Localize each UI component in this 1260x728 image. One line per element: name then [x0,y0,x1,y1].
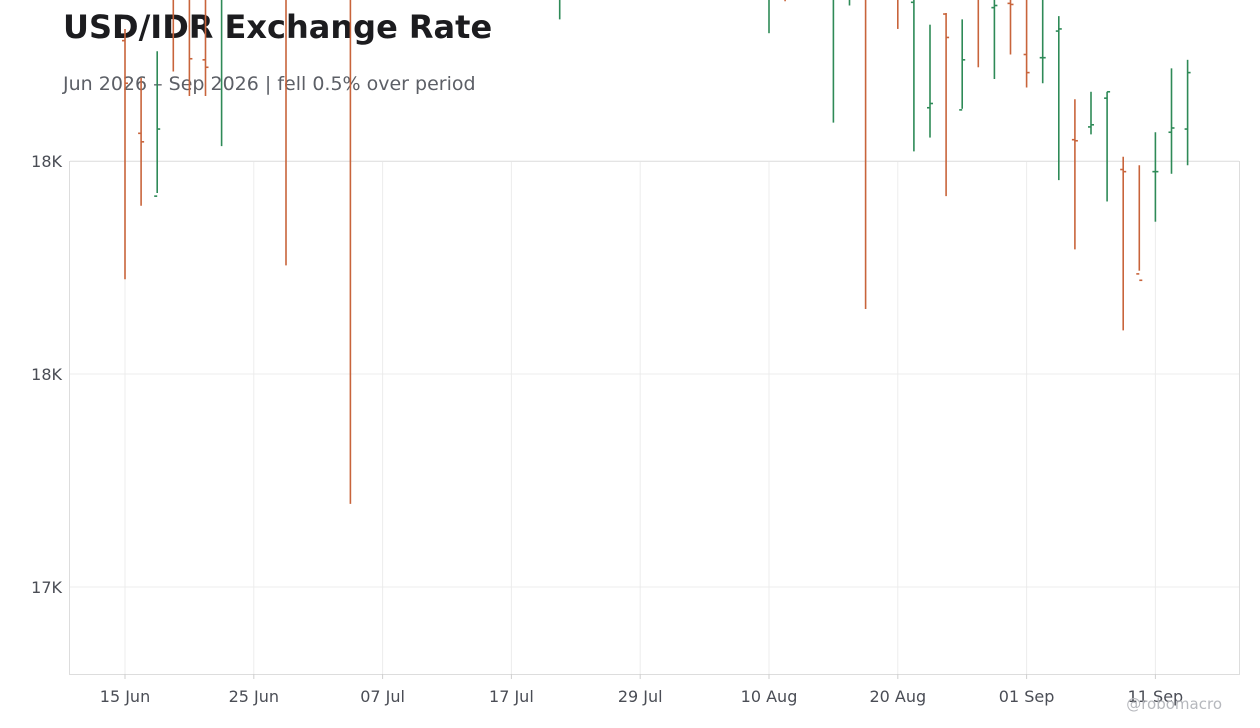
x-tick-label: 10 Aug [741,687,798,706]
ohlc-bar [977,0,980,68]
ohlc-bar [832,0,835,123]
ohlc-bar [154,51,161,197]
plot-frame [69,161,1240,675]
ohlc-bar [910,0,915,152]
chart-title: USD/IDR Exchange Rate [63,8,493,46]
x-tick-label: 29 Jul [618,687,663,706]
ohlc-bar [927,24,933,138]
ohlc-bar [1104,90,1111,202]
ohlc-bar [202,0,209,97]
ohlc-bar [991,0,998,79]
ohlc-bar [768,0,770,34]
y-axis-labels: 17K18K18K18K18K [31,152,62,597]
ohlc-bar [285,0,287,266]
ohlc-bar [1184,59,1191,166]
ohlc-bar [1039,0,1046,84]
x-tick-label: 17 Jul [489,687,534,706]
ohlc-bar [349,0,352,504]
ohlc-bar [1023,0,1030,88]
ohlc-bar [558,0,561,20]
ohlc-bar [896,0,899,29]
x-tick-label: 01 Sep [999,687,1055,706]
ohlc-bar [848,0,851,6]
ohlc-bar [1168,68,1175,174]
grid-layer [70,160,1239,679]
ohlc-bar [1007,0,1014,55]
ohlc-bar [784,0,786,2]
ohlc-bar [122,28,128,280]
ohlc-bar [1088,91,1094,135]
credit-text: @robomacro [1126,695,1222,713]
x-tick-label: 11 Sep [1128,687,1184,706]
ohlc-bar [1071,99,1078,250]
ohlc-bar [172,0,175,72]
chart-subtitle: Jun 2026 – Sep 2026 | fell 0.5% over per… [63,73,476,95]
ohlc-bar [188,0,193,97]
y-tick-label: 18K [31,152,62,171]
x-tick-label: 15 Jun [100,687,150,706]
ohlc-bars [122,0,1191,504]
x-tick-label: 25 Jun [229,687,279,706]
ohlc-bar [220,0,223,147]
ohlc-bar [1055,16,1062,181]
ohlc-bar [138,77,145,206]
ohlc-bar [959,19,966,111]
ohlc-bar [864,0,867,310]
x-axis-labels: 15 Jun 25 Jun 07 Jul 17 Jul 29 Jul 10 Aug 20 A… [100,687,1183,706]
ohlc-bar [1120,156,1127,331]
y-tick-label: 18K [31,365,62,384]
x-tick-label: 20 Aug [869,687,926,706]
ohlc-bar [1136,165,1143,282]
x-tick-label: 07 Jul [360,687,405,706]
ohlc-bar [943,12,950,197]
ohlc-bar [1152,132,1159,222]
y-tick-label: 17K [31,578,62,597]
